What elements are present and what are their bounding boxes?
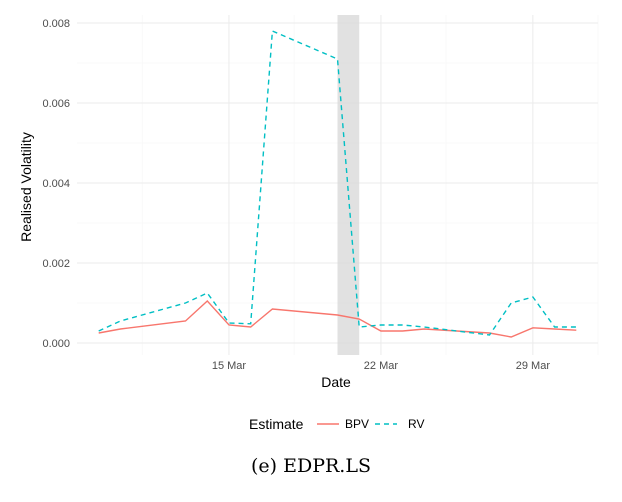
y-tick-label: 0.008 [42,18,70,30]
y-tick-label: 0.000 [42,338,70,350]
figure-caption: (e) EDPR.LS [251,455,371,477]
legend-label-bpv: BPV [345,417,369,431]
shaded-rect [337,15,360,355]
y-tick-labels: 0.000 0.002 0.004 0.006 0.008 [42,18,70,350]
series-line-rv [98,29,577,336]
x-tick-label: 22 Mar [364,360,399,372]
legend: Estimate BPV RV [249,416,424,432]
series-line-bpv [98,300,577,338]
x-tick-label: 29 Mar [516,360,551,372]
x-axis-title: Date [321,374,351,390]
y-axis-title: Realised Volatility [18,132,34,242]
shaded-period [337,15,360,355]
y-tick-label: 0.004 [42,178,70,190]
plot-background [0,0,622,450]
volatility-chart: 0.000 0.002 0.004 0.006 0.008 15 Mar 22 Mar 29… [0,0,622,450]
legend-title: Estimate [249,416,304,432]
legend-label-rv: RV [408,417,424,431]
series-lines [98,29,577,338]
y-tick-label: 0.006 [42,98,70,110]
x-tick-label: 15 Mar [212,360,247,372]
x-tick-labels: 15 Mar 22 Mar 29 Mar [212,360,550,372]
y-tick-label: 0.002 [42,258,70,270]
